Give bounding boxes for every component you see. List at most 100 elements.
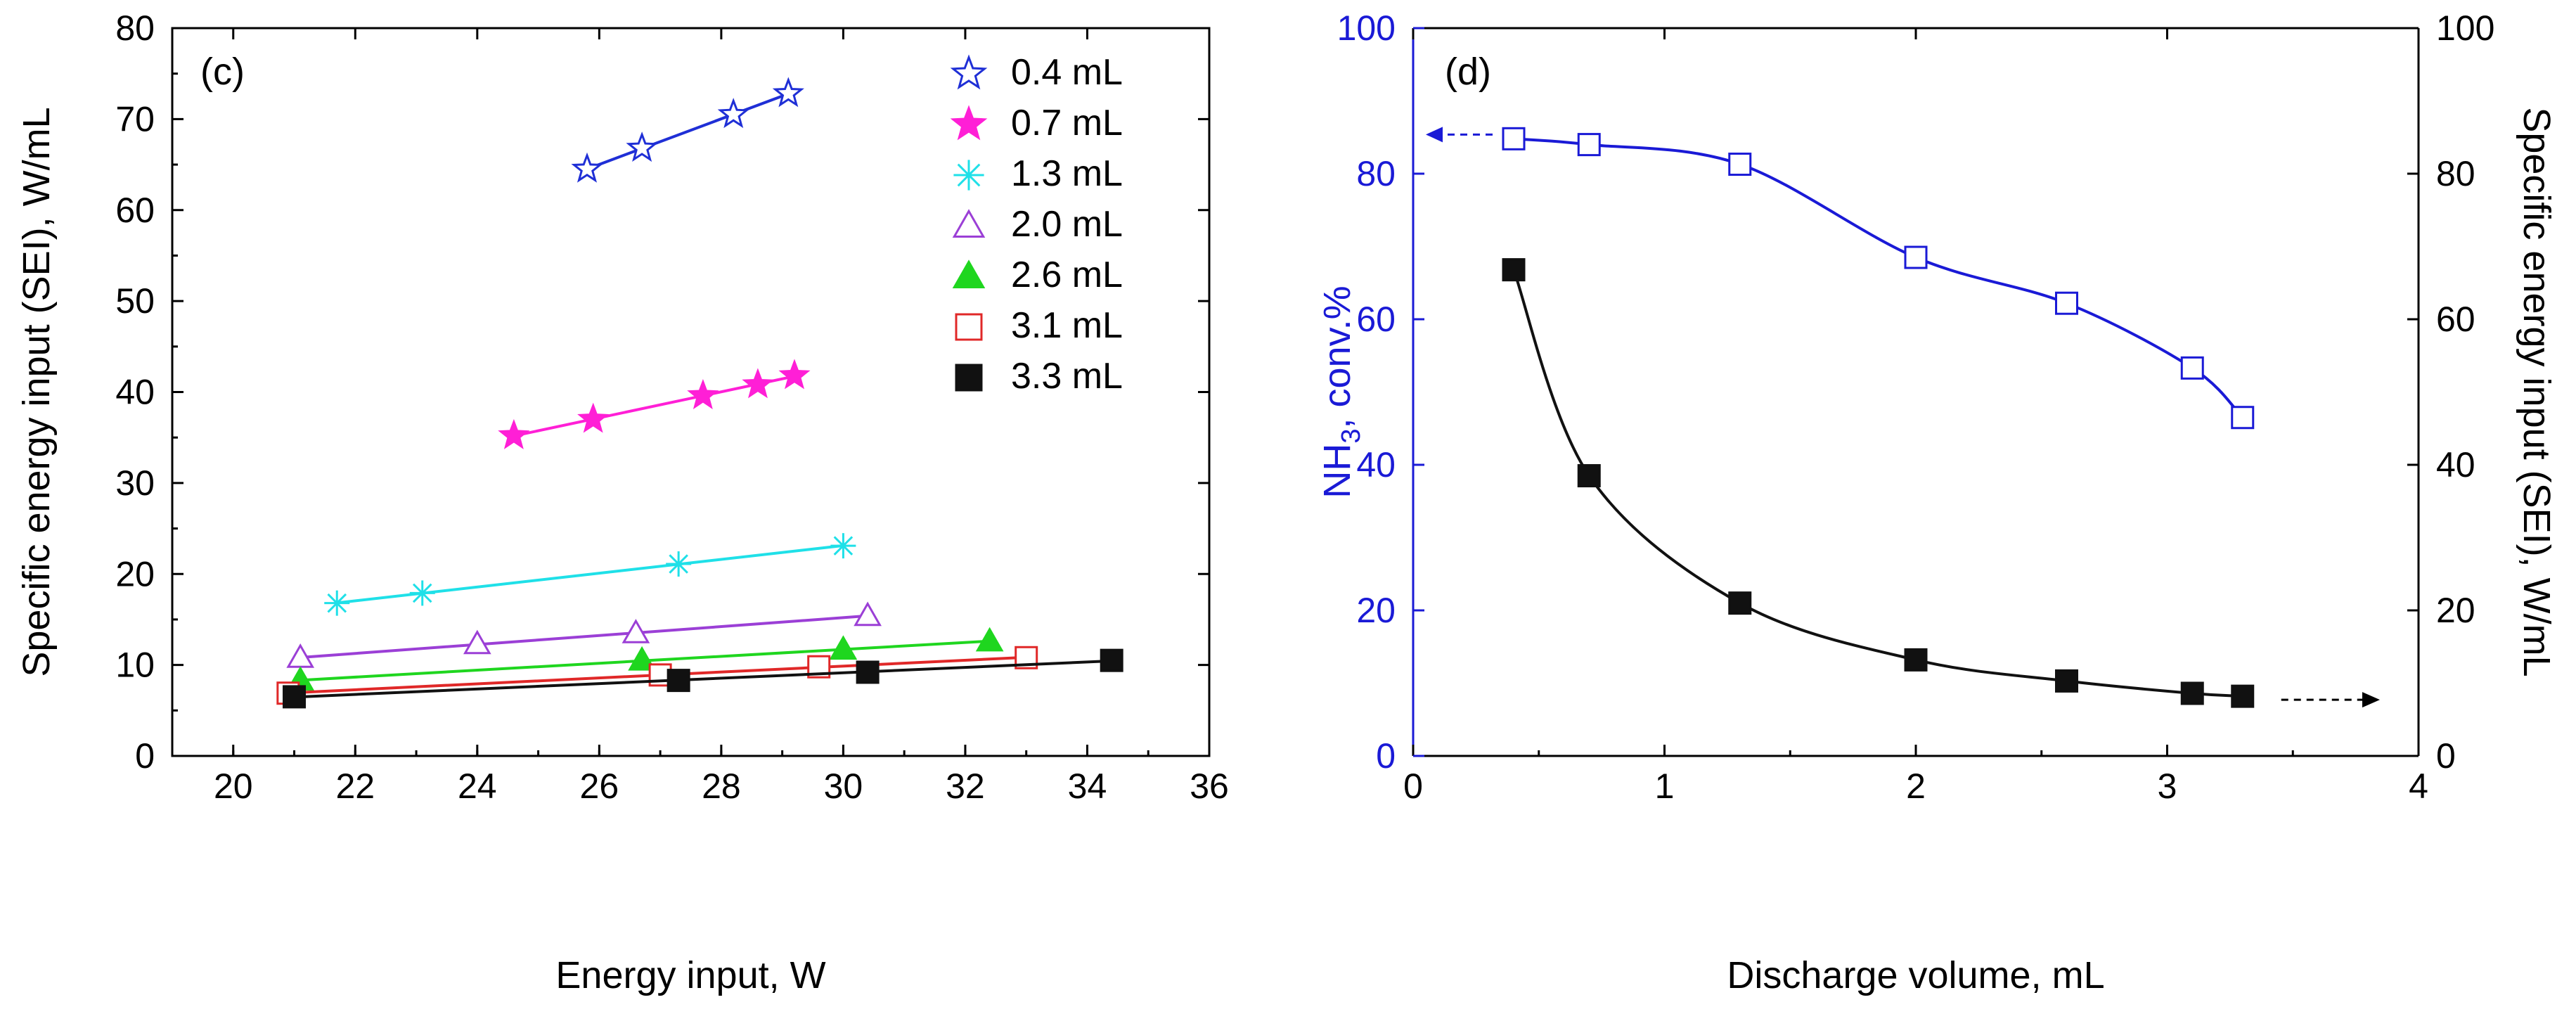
y-tick-label-c: 60 <box>115 191 155 230</box>
data-point-nh3-conversion <box>1728 153 1752 177</box>
data-point-07mL <box>577 402 610 433</box>
legend-label: 3.3 mL <box>1011 356 1123 397</box>
data-point-sei <box>2231 684 2255 708</box>
x-tick-label-d: 2 <box>1906 766 1926 806</box>
legend-marker-07mL <box>950 105 988 141</box>
data-point-13mL <box>666 551 692 577</box>
data-point-nh3-conversion <box>2231 406 2255 430</box>
data-point-sei <box>1728 591 1752 615</box>
y-tick-label-c: 80 <box>115 8 155 48</box>
data-point-26mL <box>829 635 858 660</box>
y-tick-label-right-d: 60 <box>2436 300 2475 339</box>
y-tick-label-left-d: 60 <box>1356 300 1396 339</box>
y-axis-title-right-d: Specific energy input (SEI), W/mL <box>2516 107 2558 676</box>
legend-label: 1.3 mL <box>1011 153 1123 194</box>
data-point-04mL <box>626 131 658 162</box>
y-tick-label-right-d: 80 <box>2436 154 2475 193</box>
x-tick-label-c: 26 <box>580 766 619 806</box>
data-point-sei <box>2180 681 2204 705</box>
y-tick-label-c: 30 <box>115 463 155 503</box>
data-point-33mL <box>856 660 880 684</box>
y-tick-label-left-d: 40 <box>1356 445 1396 484</box>
data-point-07mL <box>687 378 719 409</box>
data-point-nh3-conversion <box>1502 127 1526 150</box>
fit-line-07mL <box>513 375 795 437</box>
data-point-07mL <box>742 368 774 399</box>
data-point-13mL <box>324 590 350 616</box>
data-point-sei <box>1904 648 1928 672</box>
fit-line-04mL <box>586 92 790 171</box>
data-point-26mL <box>975 627 1004 652</box>
curve-nh3-conversion <box>1513 137 2244 419</box>
x-tick-label-c: 34 <box>1068 766 1107 806</box>
arrowhead-right <box>2362 692 2380 708</box>
fit-line-20mL <box>300 614 868 659</box>
panel-label-c: (c) <box>200 51 245 93</box>
fit-line-13mL <box>337 544 844 605</box>
y-tick-label-c: 50 <box>115 281 155 321</box>
y-tick-label-right-d: 0 <box>2436 736 2456 776</box>
y-tick-label-left-d: 0 <box>1376 736 1396 776</box>
data-point-04mL <box>571 152 603 183</box>
legend-marker-31mL <box>955 313 983 341</box>
data-point-nh3-conversion <box>2180 356 2204 380</box>
data-point-nh3-conversion <box>2055 291 2078 315</box>
legend-marker-13mL <box>953 160 984 191</box>
y-tick-label-c: 10 <box>115 646 155 685</box>
data-point-sei <box>1502 258 1526 282</box>
legend-marker-20mL <box>952 209 986 238</box>
legend-marker-26mL <box>952 259 986 289</box>
x-tick-label-d: 3 <box>2158 766 2177 806</box>
x-tick-label-d: 0 <box>1403 766 1423 806</box>
data-point-sei <box>2055 669 2078 693</box>
x-axis-title-c: Energy input, W <box>555 954 825 996</box>
data-point-33mL <box>1100 648 1123 672</box>
y-tick-label-c: 40 <box>115 373 155 412</box>
y-axis-title-left-d: NH3, conv.% <box>1316 285 1366 498</box>
panel-label-d: (d) <box>1445 51 1491 93</box>
data-point-20mL <box>463 629 491 655</box>
x-tick-label-c: 24 <box>458 766 497 806</box>
data-point-04mL <box>772 77 804 108</box>
y-tick-label-c: 0 <box>135 736 155 776</box>
x-tick-label-d: 4 <box>2409 766 2428 806</box>
data-point-26mL <box>628 646 656 671</box>
data-point-13mL <box>409 580 435 606</box>
y-tick-label-right-d: 20 <box>2436 591 2475 630</box>
x-axis-title-d: Discharge volume, mL <box>1727 954 2104 996</box>
arrowhead-left <box>1426 127 1443 143</box>
x-tick-label-c: 28 <box>702 766 741 806</box>
x-tick-label-d: 1 <box>1655 766 1675 806</box>
y-axis-title-c: Specific energy input (SEI), W/mL <box>15 107 58 676</box>
x-tick-label-c: 36 <box>1190 766 1229 806</box>
y-tick-label-left-d: 100 <box>1337 8 1396 48</box>
y-tick-label-right-d: 100 <box>2436 8 2494 48</box>
y-tick-label-c: 20 <box>115 554 155 593</box>
fit-line-33mL <box>294 659 1112 699</box>
y-tick-label-right-d: 40 <box>2436 445 2475 484</box>
data-point-20mL <box>854 601 882 627</box>
x-tick-label-c: 30 <box>824 766 863 806</box>
data-point-nh3-conversion <box>1577 133 1601 157</box>
legend-label: 2.6 mL <box>1011 255 1123 295</box>
legend-label: 2.0 mL <box>1011 204 1123 245</box>
x-tick-label-c: 32 <box>946 766 985 806</box>
legend-marker-04mL <box>950 54 988 90</box>
data-point-nh3-conversion <box>1904 245 1928 269</box>
legend-label: 3.1 mL <box>1011 305 1123 346</box>
data-point-33mL <box>283 685 307 709</box>
data-point-07mL <box>778 359 811 390</box>
data-point-33mL <box>666 669 690 693</box>
data-point-07mL <box>498 418 530 449</box>
legend-label: 0.7 mL <box>1011 103 1123 143</box>
x-tick-label-c: 22 <box>335 766 375 806</box>
x-tick-label-c: 20 <box>214 766 253 806</box>
legend-marker-33mL <box>955 364 983 392</box>
data-point-sei <box>1577 464 1601 488</box>
y-tick-label-c: 70 <box>115 99 155 139</box>
data-point-13mL <box>830 533 856 559</box>
data-point-04mL <box>717 98 749 129</box>
legend-label: 0.4 mL <box>1011 52 1123 93</box>
data-point-20mL <box>622 619 650 643</box>
